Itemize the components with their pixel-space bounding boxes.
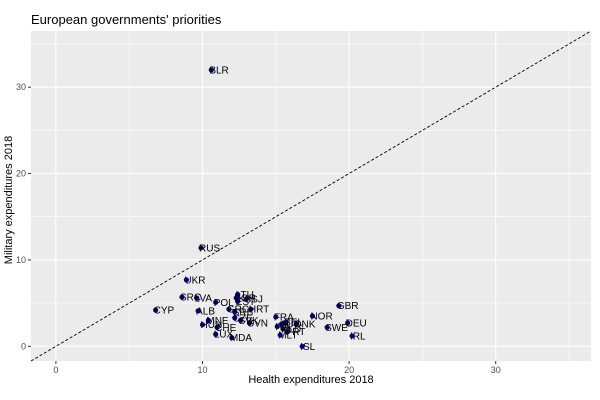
point-label-rus: RUS (199, 243, 220, 254)
point-label-mda: MDA (230, 333, 253, 344)
point-che (214, 324, 220, 330)
y-tick-label: 0 (21, 341, 26, 351)
point-label-svk: SVK (239, 316, 259, 327)
point-swe (324, 324, 330, 330)
x-axis-ticks: 0 10 20 30 (53, 361, 501, 375)
point-label-bgr: BGR (234, 293, 256, 304)
point-label-bel: BEL (284, 318, 303, 329)
point-label-alb: ALB (196, 306, 215, 317)
point-label-hun: HUN (201, 320, 223, 331)
y-tick-label: 30 (16, 82, 26, 92)
x-tick-label: 30 (491, 365, 501, 375)
point-label-blr: BLR (209, 65, 228, 76)
major-gridlines (31, 31, 591, 361)
point-ssj (243, 296, 250, 302)
point-label-pol: POL (214, 298, 234, 309)
point-label-srb: SRB (233, 307, 254, 318)
x-tick-label: 0 (53, 365, 58, 375)
point-ita (274, 323, 280, 330)
point-label-dnk: DNK (294, 319, 315, 330)
point-srb (232, 309, 238, 315)
point-nor (309, 313, 316, 319)
point-alb (195, 308, 201, 314)
y-axis-ticks: 0 10 20 30 (16, 82, 31, 351)
point-est (235, 298, 241, 304)
point-irl (349, 333, 355, 339)
point-cze (232, 315, 238, 321)
data-points (153, 67, 355, 349)
point-nld (280, 326, 286, 332)
point-label-che: CHE (215, 323, 236, 334)
point-aut (279, 321, 285, 327)
point-label-aut: AUT (280, 319, 300, 330)
point-label-lva: LVA (195, 293, 213, 304)
point-svk (238, 317, 244, 323)
x-tick-label: 20 (344, 365, 354, 375)
point-label-est: EST (236, 297, 255, 308)
point-label-gbr: GBR (337, 301, 359, 312)
point-src (179, 294, 185, 300)
chart-title: European governments' priorities (31, 12, 222, 27)
x-axis-title: Health expenditures 2018 (248, 374, 373, 386)
point-label-swe: SWE (325, 323, 348, 334)
point-label-svn: SVN (247, 318, 268, 329)
point-label-mne: MNE (206, 316, 229, 327)
point-svn (246, 320, 253, 326)
point-isl (299, 343, 305, 349)
point-dnk (293, 321, 299, 327)
point-label-ita: ITA (275, 322, 290, 333)
point-label-nor: NOR (310, 312, 332, 323)
point-label-ltu: LTU (236, 290, 254, 301)
point-label-cze: CZE (233, 313, 253, 324)
point-label-hrt: HRT (249, 305, 269, 316)
point-bel (283, 319, 289, 325)
point-label-nld: NLD (281, 325, 301, 336)
point-deu (345, 320, 351, 326)
y-axis-title: Military expenditures 2018 (3, 136, 15, 264)
point-label-fra: FRA (274, 312, 294, 323)
point-rus (198, 245, 204, 251)
point-label-prt: PRT (286, 327, 306, 338)
x-tick-label: 10 (198, 365, 208, 375)
point-lux (213, 331, 219, 337)
y-tick-label: 10 (16, 255, 26, 265)
point-cyp (153, 307, 159, 313)
point-grc (226, 306, 232, 312)
point-label-isl: ISL (300, 342, 315, 353)
point-fra (273, 314, 279, 320)
point-blr (208, 67, 214, 73)
point-ukr (183, 277, 189, 283)
point-label-cyp: CYP (154, 306, 175, 317)
point-mda (229, 335, 235, 341)
point-gbr (336, 303, 342, 309)
point-lva (194, 295, 200, 301)
point-label-lux: LUX (214, 330, 234, 341)
point-label-grc: GRC (227, 305, 249, 316)
point-label-src: SRC (180, 293, 201, 304)
point-prt (284, 329, 291, 335)
point-mne (205, 317, 211, 323)
point-label-mlt: MLT (278, 331, 297, 342)
reference-line-y-equals-x (30, 30, 592, 362)
point-pol (213, 299, 219, 305)
point-label-irl: IRL (350, 331, 366, 342)
point-label-ukr: UKR (184, 275, 205, 286)
point-label-deu: DEU (346, 318, 367, 329)
minor-gridlines (31, 31, 591, 361)
point-mlt (277, 332, 283, 338)
point-hrt (248, 306, 254, 312)
point-label-ssj: SSJ (244, 294, 262, 305)
point-hun (199, 322, 206, 328)
y-tick-label: 20 (16, 169, 26, 179)
